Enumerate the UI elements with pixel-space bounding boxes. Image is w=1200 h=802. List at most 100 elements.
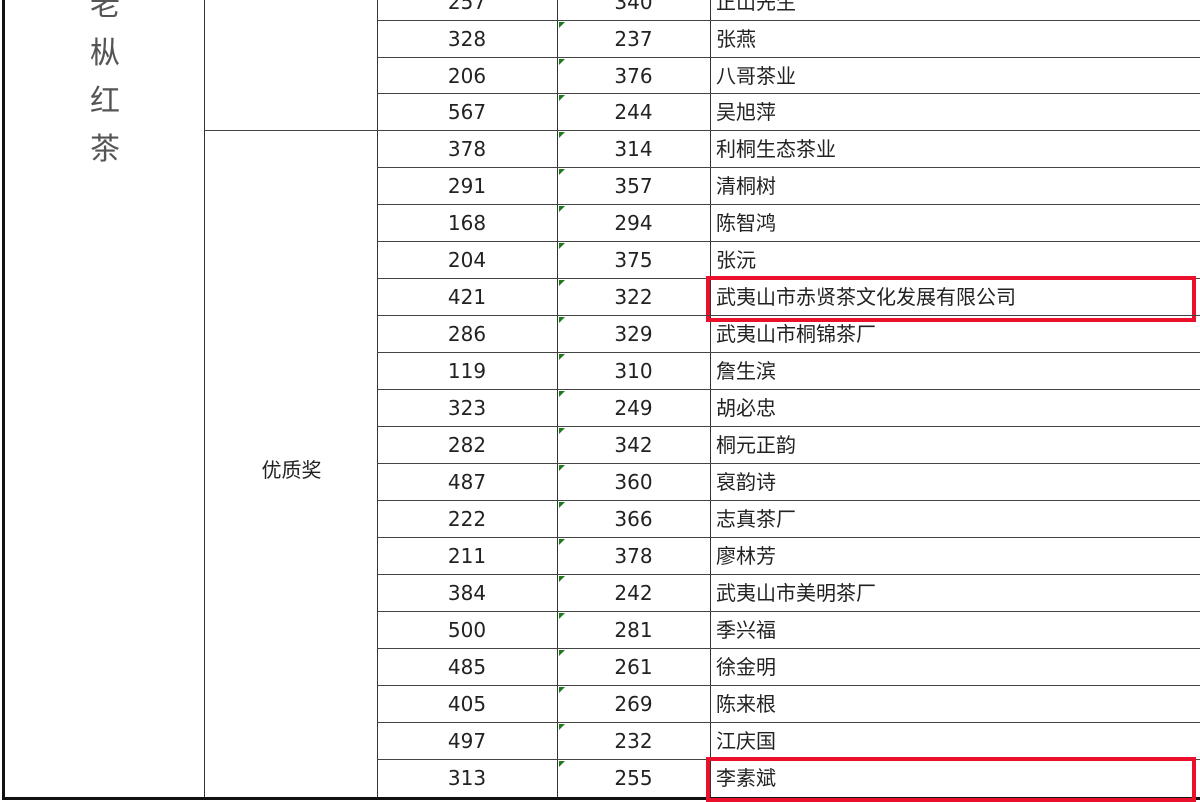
entry-number-cell[interactable]: 497 (447, 729, 487, 753)
sample-number-cell[interactable]: 244 (614, 100, 653, 124)
cell-marker-icon (559, 22, 565, 28)
name-cell[interactable]: 武夷山市美明茶厂 (716, 581, 876, 605)
row-divider (377, 20, 1200, 21)
highlight-box (706, 757, 1196, 802)
sample-number-cell[interactable]: 378 (614, 544, 653, 568)
row-divider (377, 315, 1200, 316)
table-left-border (2, 0, 5, 800)
name-cell[interactable]: 裒韵诗 (716, 470, 776, 494)
entry-number-cell[interactable]: 282 (447, 433, 487, 457)
sample-number-cell[interactable]: 269 (614, 692, 653, 716)
cell-marker-icon (559, 687, 565, 693)
row-divider (377, 352, 1200, 353)
sample-number-cell[interactable]: 357 (614, 174, 653, 198)
sample-number-cell[interactable]: 376 (614, 64, 653, 88)
sample-number-cell[interactable]: 314 (614, 137, 653, 161)
entry-number-cell[interactable]: 384 (447, 581, 487, 605)
name-cell[interactable]: 八哥茶业 (716, 64, 796, 88)
entry-number-cell[interactable]: 313 (447, 766, 487, 790)
row-divider (377, 389, 1200, 390)
name-cell[interactable]: 正山先生 (716, 0, 796, 14)
name-cell[interactable]: 武夷山市桐锦茶厂 (716, 322, 876, 346)
category-cell: 老 枞 红 茶 (85, 0, 125, 174)
category-char: 茶 (90, 132, 120, 167)
column-divider (377, 0, 378, 800)
table-bottom-border (2, 797, 1200, 800)
name-cell[interactable]: 江庆国 (716, 729, 776, 753)
name-cell[interactable]: 胡必忠 (716, 396, 776, 420)
category-char: 枞 (90, 36, 120, 71)
sample-number-cell[interactable]: 340 (614, 0, 653, 14)
name-cell[interactable]: 季兴福 (716, 618, 776, 642)
sample-number-cell[interactable]: 366 (614, 507, 653, 531)
name-cell[interactable]: 武夷山市赤贤茶文化发展有限公司 (716, 285, 1016, 309)
sample-number-cell[interactable]: 249 (614, 396, 653, 420)
cell-marker-icon (559, 132, 565, 138)
row-divider (377, 241, 1200, 242)
row-divider (377, 500, 1200, 501)
entry-number-cell[interactable]: 405 (447, 692, 487, 716)
entry-number-cell[interactable]: 323 (447, 396, 487, 420)
cell-marker-icon (559, 576, 565, 582)
sample-number-cell[interactable]: 322 (614, 285, 653, 309)
sample-number-cell[interactable]: 261 (614, 655, 653, 679)
name-cell[interactable]: 吴旭萍 (716, 100, 776, 124)
row-divider (377, 574, 1200, 575)
entry-number-cell[interactable]: 378 (447, 137, 487, 161)
sample-number-cell[interactable]: 342 (614, 433, 653, 457)
cell-marker-icon (559, 95, 565, 101)
cell-marker-icon (559, 761, 565, 767)
entry-number-cell[interactable]: 119 (447, 359, 487, 383)
cell-marker-icon (559, 539, 565, 545)
sample-number-cell[interactable]: 232 (614, 729, 653, 753)
sample-number-cell[interactable]: 237 (614, 27, 653, 51)
sample-number-cell[interactable]: 255 (614, 766, 653, 790)
sample-number-cell[interactable]: 242 (614, 581, 653, 605)
name-cell[interactable]: 清桐树 (716, 174, 776, 198)
entry-number-cell[interactable]: 500 (447, 618, 487, 642)
entry-number-cell[interactable]: 204 (447, 248, 487, 272)
name-cell[interactable]: 徐金明 (716, 655, 776, 679)
sample-number-cell[interactable]: 360 (614, 470, 653, 494)
entry-number-cell[interactable]: 286 (447, 322, 487, 346)
name-cell[interactable]: 陈智鸿 (716, 211, 776, 235)
entry-number-cell[interactable]: 168 (447, 211, 487, 235)
name-cell[interactable]: 张燕 (716, 27, 756, 51)
sample-number-cell[interactable]: 375 (614, 248, 653, 272)
entry-number-cell[interactable]: 485 (447, 655, 487, 679)
entry-number-cell[interactable]: 211 (447, 544, 487, 568)
entry-number-cell[interactable]: 206 (447, 64, 487, 88)
name-cell[interactable]: 桐元正韵 (716, 433, 796, 457)
entry-number-cell[interactable]: 328 (447, 27, 487, 51)
name-cell[interactable]: 利桐生态茶业 (716, 137, 836, 161)
cell-marker-icon (559, 724, 565, 730)
entry-number-cell[interactable]: 222 (447, 507, 487, 531)
entry-number-cell[interactable]: 567 (447, 100, 487, 124)
name-cell[interactable]: 陈来根 (716, 692, 776, 716)
name-cell[interactable]: 李素斌 (716, 766, 776, 790)
sample-number-cell[interactable]: 310 (614, 359, 653, 383)
sample-number-cell[interactable]: 329 (614, 322, 653, 346)
cell-marker-icon (559, 169, 565, 175)
entry-number-cell[interactable]: 487 (447, 470, 487, 494)
cell-marker-icon (559, 243, 565, 249)
entry-number-cell[interactable]: 421 (447, 285, 487, 309)
row-divider (377, 167, 1200, 168)
entry-number-cell[interactable]: 257 (447, 0, 487, 14)
name-cell[interactable]: 志真茶厂 (716, 507, 796, 531)
category-char: 红 (90, 84, 120, 119)
row-divider (377, 648, 1200, 649)
row-divider (377, 685, 1200, 686)
name-cell[interactable]: 詹生滨 (716, 359, 776, 383)
cell-marker-icon (559, 502, 565, 508)
name-cell[interactable]: 廖林芳 (716, 544, 776, 568)
cell-marker-icon (559, 280, 565, 286)
row-divider (377, 426, 1200, 427)
sample-number-cell[interactable]: 294 (614, 211, 653, 235)
sample-number-cell[interactable]: 281 (614, 618, 653, 642)
cell-marker-icon (559, 354, 565, 360)
entry-number-cell[interactable]: 291 (447, 174, 487, 198)
row-divider (377, 463, 1200, 464)
cell-marker-icon (559, 206, 565, 212)
name-cell[interactable]: 张沅 (716, 248, 756, 272)
